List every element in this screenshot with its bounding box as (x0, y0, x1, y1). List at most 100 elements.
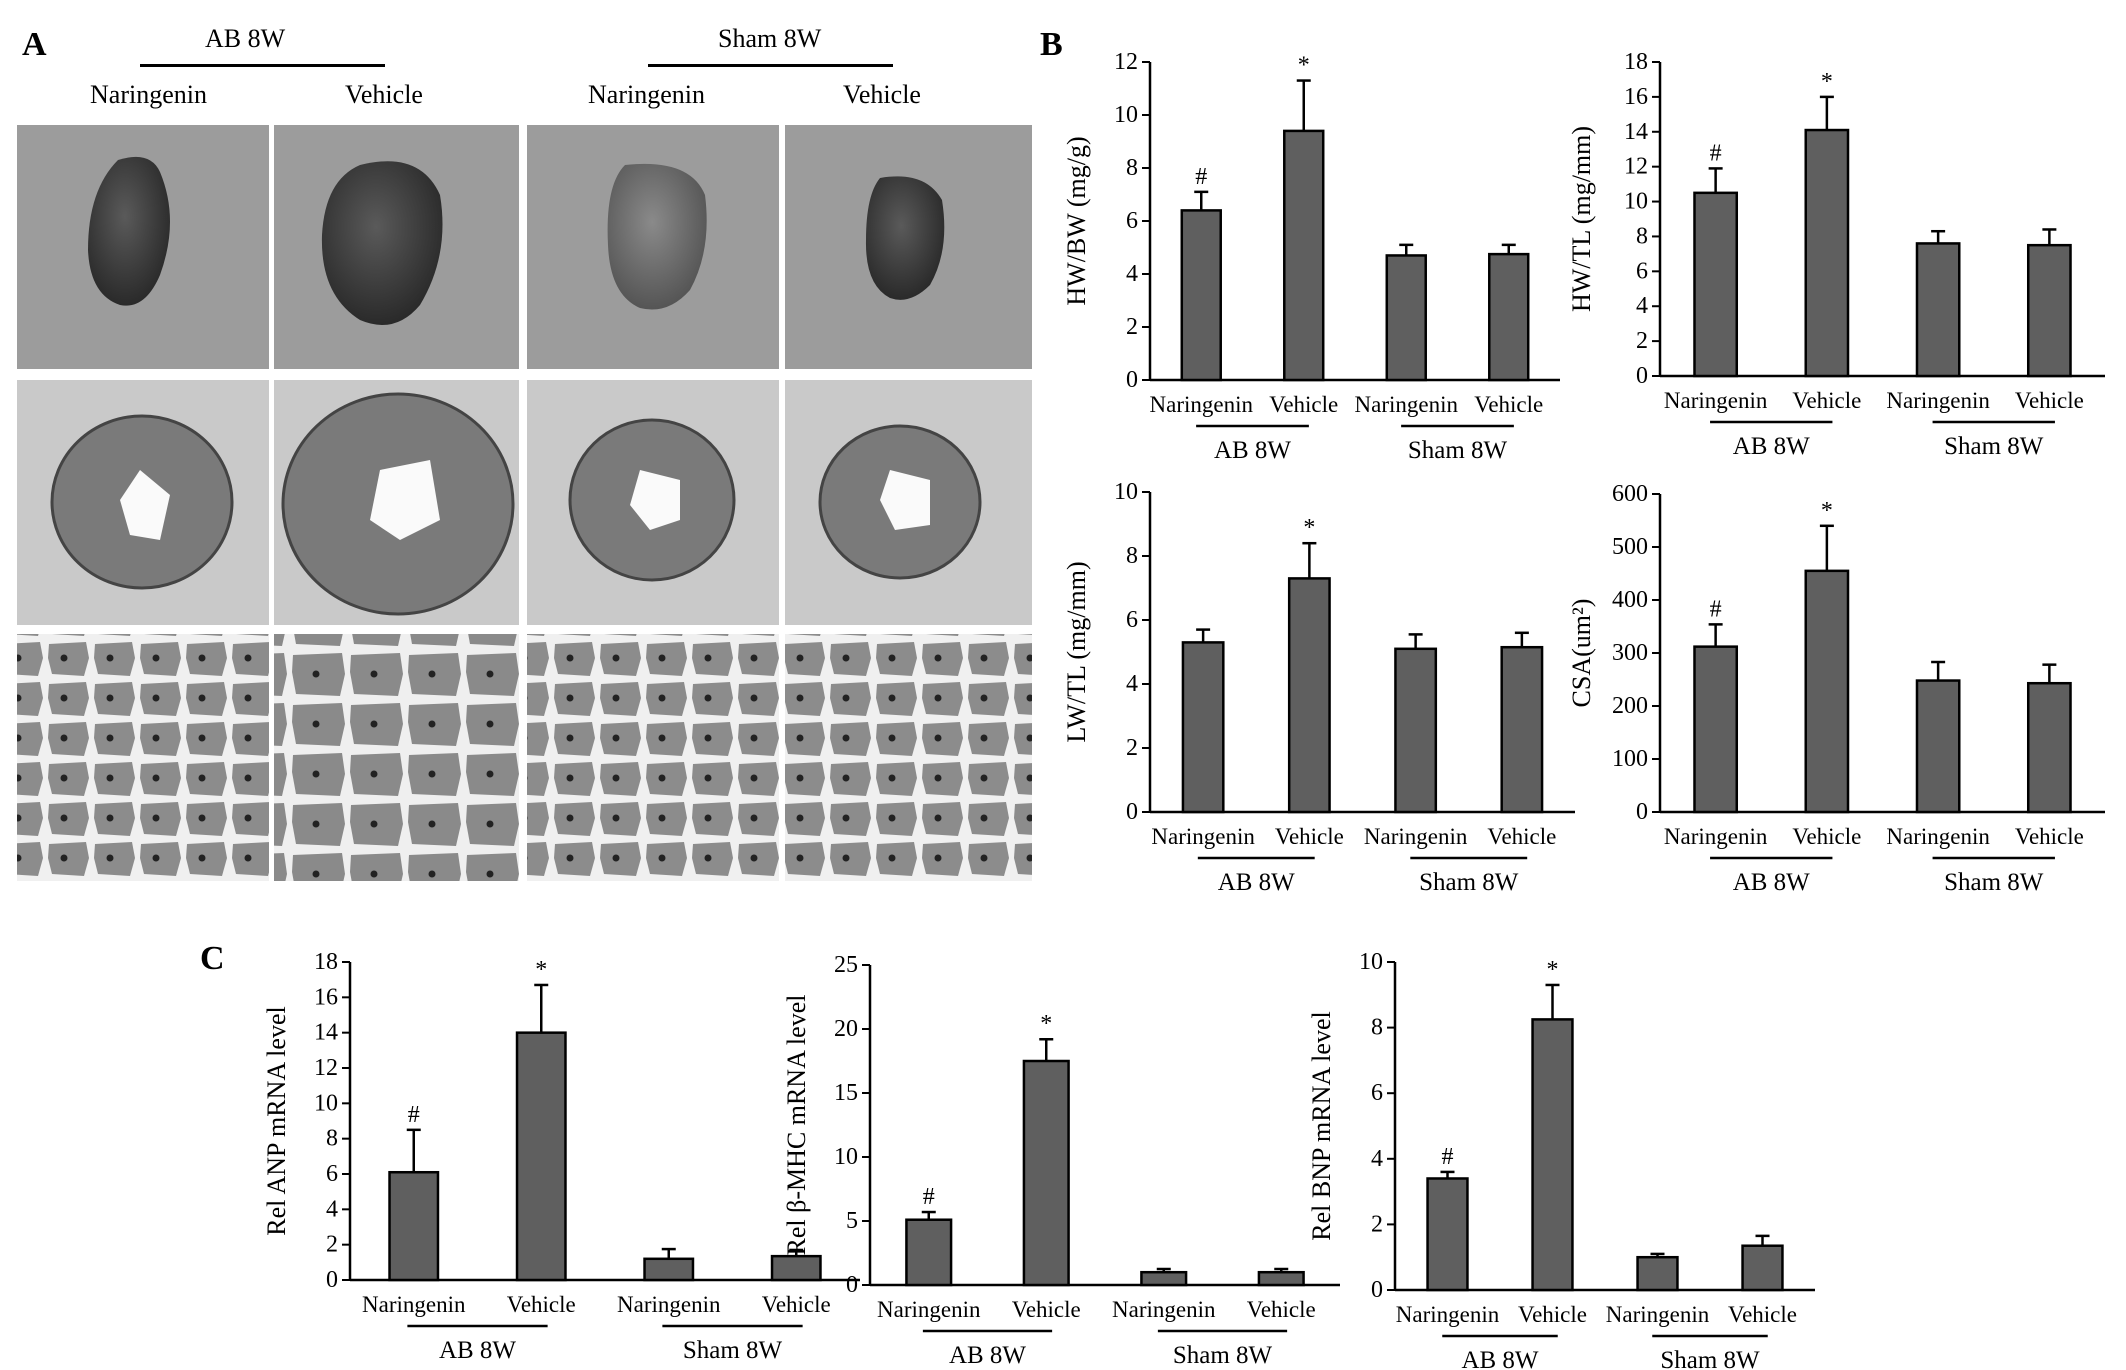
y-tick-label: 4 (1371, 1146, 1383, 1172)
bar (1636, 1255, 1679, 1292)
category-label: Naringenin (1886, 824, 1990, 849)
category-label: Naringenin (1886, 388, 1990, 413)
group-label: Sham 8W (1660, 1347, 1760, 1370)
y-axis-label: Rel β-MHC mRNA level (782, 995, 811, 1256)
y-tick-label: 8 (1126, 155, 1138, 181)
group-label: Sham 8W (683, 1337, 783, 1364)
significance-mark: * (1547, 957, 1559, 983)
category-label: Vehicle (1012, 1297, 1081, 1322)
bar (1385, 254, 1427, 382)
group-label: Sham 8W (1419, 869, 1519, 896)
category-label: Naringenin (877, 1297, 981, 1322)
y-tick-label: 15 (834, 1080, 858, 1106)
y-tick-label: 10 (1359, 949, 1383, 975)
bar (1915, 242, 1961, 378)
significance-mark: * (535, 957, 547, 983)
y-tick-label: 0 (1636, 799, 1648, 825)
bar (1741, 1244, 1784, 1292)
y-tick-label: 12 (1624, 154, 1648, 180)
significance-mark: # (1442, 1144, 1454, 1170)
y-tick-label: 0 (1126, 367, 1138, 393)
y-tick-label: 500 (1612, 534, 1648, 560)
bar (1140, 1270, 1188, 1287)
y-tick-label: 6 (1371, 1080, 1383, 1106)
y-tick-label: 18 (314, 949, 338, 975)
bar (1915, 679, 1961, 814)
y-tick-label: 25 (834, 952, 858, 978)
cross-section-row (17, 380, 1032, 625)
significance-mark: * (1821, 498, 1833, 524)
category-label: Vehicle (1487, 824, 1556, 849)
y-tick-label: 2 (1126, 735, 1138, 761)
category-label: Vehicle (1792, 388, 1861, 413)
bar (1022, 1059, 1070, 1287)
category-label: Vehicle (1275, 824, 1344, 849)
significance-mark: * (1821, 69, 1833, 95)
y-tick-label: 20 (834, 1016, 858, 1042)
y-tick-label: 12 (1114, 49, 1138, 75)
y-tick-label: 0 (1371, 1277, 1383, 1303)
bar (1531, 1018, 1574, 1292)
bar (1488, 252, 1530, 382)
bar (515, 1031, 567, 1282)
y-tick-label: 600 (1612, 481, 1648, 507)
y-tick-label: 2 (326, 1232, 338, 1258)
category-label: Vehicle (1728, 1302, 1797, 1327)
bar (770, 1254, 822, 1282)
whole-heart-shape (865, 176, 945, 300)
panel-a-col4-label: Vehicle (843, 80, 921, 109)
group-label: AB 8W (949, 1342, 1026, 1369)
category-label: Naringenin (1151, 824, 1255, 849)
category-label: Vehicle (762, 1292, 831, 1317)
category-label: Vehicle (1247, 1297, 1316, 1322)
category-label: Naringenin (1355, 392, 1459, 417)
whole-heart-shape (607, 163, 707, 310)
y-axis-label: Rel ANP mRNA level (262, 1006, 291, 1235)
category-label: Vehicle (1518, 1302, 1587, 1327)
group-label: AB 8W (439, 1337, 516, 1364)
category-label: Vehicle (1474, 392, 1543, 417)
y-tick-label: 0 (846, 1272, 858, 1298)
histology-row (17, 634, 1032, 881)
group-label: Sham 8W (1944, 869, 2044, 896)
bar (1804, 569, 1850, 814)
category-label: Naringenin (1664, 388, 1768, 413)
whole-heart-shape (321, 161, 443, 325)
significance-mark: # (408, 1102, 420, 1128)
y-tick-label: 4 (1126, 671, 1138, 697)
category-label: Naringenin (1112, 1297, 1216, 1322)
significance-mark: # (1195, 164, 1207, 190)
group-label: Sham 8W (1408, 437, 1508, 464)
y-axis-label: HW/BW (mg/g) (1062, 136, 1091, 305)
category-label: Naringenin (1364, 824, 1468, 849)
group-label: Sham 8W (1944, 433, 2044, 460)
bar (905, 1218, 953, 1287)
bar (1181, 641, 1225, 814)
y-tick-label: 200 (1612, 693, 1648, 719)
significance-mark: # (1710, 596, 1722, 622)
y-tick-label: 18 (1624, 49, 1648, 75)
bar (1426, 1177, 1469, 1292)
group-label: Sham 8W (1173, 1342, 1273, 1369)
y-tick-label: 10 (1114, 479, 1138, 505)
group-label: AB 8W (1461, 1347, 1538, 1370)
bar (1287, 577, 1331, 814)
y-tick-label: 14 (1624, 119, 1648, 145)
y-tick-label: 0 (1126, 799, 1138, 825)
y-tick-label: 10 (314, 1090, 338, 1116)
panel-a-group1-label: AB 8W (205, 24, 286, 53)
panel-a-col2-label: Vehicle (345, 80, 423, 109)
bar (2026, 681, 2072, 814)
histology-photo (527, 634, 779, 881)
bar (1804, 128, 1850, 378)
y-axis-label: CSA(um²) (1567, 599, 1596, 708)
category-label: Vehicle (1269, 392, 1338, 417)
y-tick-label: 4 (1126, 261, 1138, 287)
y-axis-label: LW/TL (mg/mm) (1062, 561, 1091, 742)
category-label: Naringenin (1150, 392, 1254, 417)
bar (1500, 645, 1544, 814)
y-tick-label: 100 (1612, 746, 1648, 772)
significance-mark: * (1303, 515, 1315, 541)
y-tick-label: 0 (326, 1267, 338, 1293)
